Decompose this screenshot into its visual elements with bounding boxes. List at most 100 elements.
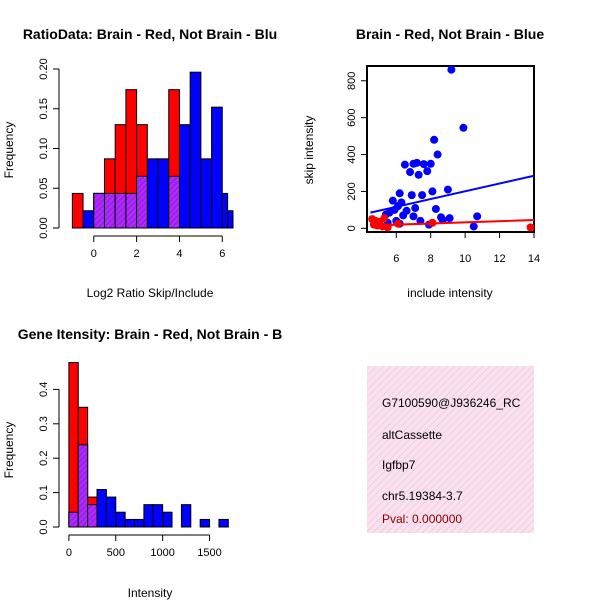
scatter-point-blue xyxy=(400,160,409,169)
scatter-point-blue xyxy=(407,191,416,200)
ratio-histogram-bars xyxy=(71,71,234,229)
ratio-bar-not-brain xyxy=(221,192,229,229)
intensity-y-tick-label: 0.4 xyxy=(38,382,50,397)
ratio-bar-not-brain xyxy=(189,71,202,229)
scatter-point-red xyxy=(526,223,534,232)
ratio-y-tick-label: 0.00 xyxy=(38,217,50,238)
intensity-scatter-axes: 6 8 10 12 14 0 200 400 600 800 xyxy=(346,72,540,265)
scatter-point-blue xyxy=(428,187,437,196)
scatter-point-blue xyxy=(395,189,404,198)
intensity-x-tick-label: 1000 xyxy=(150,547,174,559)
ratio-bar-overlap xyxy=(114,192,127,229)
ratio-histogram-title: RatioData: Brain - Red, Not Brain - Blu xyxy=(23,26,277,42)
scatter-y-tick-label: 600 xyxy=(346,108,358,126)
ratio-bar-brain xyxy=(71,192,84,229)
scatter-point-blue xyxy=(443,185,452,194)
ratio-bar-not-brain xyxy=(82,210,95,229)
intensity-bar-not-brain xyxy=(105,496,117,528)
intensity-bar-overlap xyxy=(77,444,89,528)
scatter-point-blue xyxy=(431,204,440,213)
ratio-bar-overlap xyxy=(136,175,148,229)
scatter-point-blue xyxy=(399,211,408,220)
intensity-scatter-xlabel: include intensity xyxy=(407,286,492,300)
ratio-x-tick-label: 2 xyxy=(134,248,140,260)
info-pval: Pval: 0.000000 xyxy=(382,512,462,526)
intensity-scatter: Brain - Red, Not Brain - Blue 6 8 10 12 14 0 2… xyxy=(302,26,544,300)
info-panel-background xyxy=(367,366,534,533)
intensity-y-tick-label: 0.1 xyxy=(38,485,50,500)
gene-intensity-axes: 0 500 1000 1500 0.0 0.1 0.2 0.3 0.4 xyxy=(38,382,222,559)
scatter-x-tick-label: 12 xyxy=(493,253,505,265)
ratio-y-tick-label: 0.15 xyxy=(38,98,50,119)
scatter-point-blue xyxy=(414,170,423,179)
scatter-point-blue xyxy=(406,168,415,177)
ratio-bar-not-brain xyxy=(157,158,170,229)
intensity-x-tick-label: 500 xyxy=(107,547,125,559)
ratio-x-tick-label: 6 xyxy=(219,248,225,260)
info-gene-name: Igfbp7 xyxy=(382,458,416,472)
intensity-bar-not-brain xyxy=(134,518,145,528)
scatter-point-red xyxy=(380,214,389,223)
intensity-bar-not-brain xyxy=(162,511,173,528)
intensity-x-tick-label: 1500 xyxy=(197,547,221,559)
gene-intensity-xlabel: Intensity xyxy=(128,586,173,600)
ratio-bar-not-brain xyxy=(200,158,213,229)
ratio-histogram: RatioData: Brain - Red, Not Brain - Blu … xyxy=(2,26,277,300)
gene-intensity-title: Gene Itensity: Brain - Red, Not Brain - … xyxy=(18,326,282,342)
scatter-x-tick-label: 14 xyxy=(528,253,540,265)
scatter-trendline-red xyxy=(370,219,534,227)
info-event-type: altCassette xyxy=(382,428,442,442)
ratio-bar-overlap xyxy=(93,192,105,229)
scatter-x-tick-label: 10 xyxy=(459,253,471,265)
ratio-bar-not-brain xyxy=(227,210,234,229)
scatter-point-blue xyxy=(411,204,420,213)
scatter-point-blue xyxy=(433,150,442,159)
ratio-histogram-xlabel: Log2 Ratio Skip/Include xyxy=(87,286,214,300)
intensity-bar-not-brain xyxy=(180,504,192,528)
intensity-x-tick-label: 0 xyxy=(66,547,72,559)
scatter-y-tick-label: 800 xyxy=(346,72,358,90)
intensity-y-tick-label: 0.2 xyxy=(38,451,50,466)
intensity-bar-not-brain xyxy=(152,504,164,528)
intensity-scatter-ylabel: skip intensity xyxy=(302,116,316,185)
intensity-bar-not-brain xyxy=(115,511,126,528)
ratio-histogram-axes: 0 2 4 6 0.00 0.05 0.10 0.15 0.20 xyxy=(38,58,225,260)
scatter-point-blue xyxy=(438,216,447,225)
scatter-y-tick-label: 200 xyxy=(346,182,358,200)
intensity-bar-not-brain xyxy=(143,504,154,528)
ratio-y-tick-label: 0.05 xyxy=(38,178,50,199)
scatter-x-tick-label: 6 xyxy=(393,253,399,265)
scatter-point-blue xyxy=(418,191,427,200)
intensity-bar-brain xyxy=(68,362,79,528)
scatter-point-blue xyxy=(473,212,482,221)
scatter-point-blue xyxy=(459,123,468,132)
intensity-y-tick-label: 0.0 xyxy=(38,519,50,534)
ratio-bar-not-brain xyxy=(211,106,223,229)
scatter-point-blue xyxy=(426,159,435,168)
ratio-bar-overlap xyxy=(168,175,180,229)
ratio-bar-overlap xyxy=(125,192,138,229)
scatter-point-blue xyxy=(412,158,421,167)
ratio-bar-not-brain xyxy=(146,158,159,229)
scatter-point-blue xyxy=(419,160,428,169)
scatter-point-blue xyxy=(447,66,456,74)
info-panel: G7100590@J936246_RC altCassette Igfbp7 c… xyxy=(367,366,534,533)
intensity-scatter-marks xyxy=(368,66,534,232)
gene-intensity-ylabel: Frequency xyxy=(2,422,16,479)
intensity-y-tick-label: 0.3 xyxy=(38,416,50,431)
intensity-bar-overlap xyxy=(87,504,98,528)
info-location: chr5.19384-3.7 xyxy=(382,489,463,503)
scatter-point-blue xyxy=(430,135,439,144)
scatter-x-tick-label: 8 xyxy=(428,253,434,265)
scatter-point-blue xyxy=(409,212,418,221)
ratio-x-tick-label: 0 xyxy=(91,248,97,260)
intensity-bar-overlap xyxy=(68,511,79,528)
scatter-point-blue xyxy=(469,222,478,231)
ratio-histogram-ylabel: Frequency xyxy=(2,122,16,179)
intensity-bar-not-brain xyxy=(199,518,211,528)
ratio-y-tick-label: 0.20 xyxy=(38,58,50,79)
scatter-point-blue xyxy=(423,167,432,176)
ratio-bar-not-brain xyxy=(178,124,191,229)
scatter-point-blue xyxy=(445,214,454,223)
